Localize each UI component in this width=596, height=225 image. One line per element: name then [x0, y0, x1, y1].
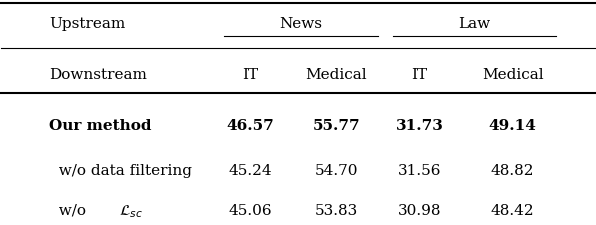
Text: 30.98: 30.98: [398, 203, 442, 217]
Text: 45.06: 45.06: [229, 203, 272, 217]
Text: 31.73: 31.73: [396, 119, 443, 133]
Text: 55.77: 55.77: [313, 119, 361, 133]
Text: 49.14: 49.14: [489, 119, 536, 133]
Text: Upstream: Upstream: [49, 17, 125, 31]
Text: $\mathcal{L}_{sc}$: $\mathcal{L}_{sc}$: [119, 203, 143, 219]
Text: w/o: w/o: [49, 203, 91, 217]
Text: w/o data filtering: w/o data filtering: [49, 163, 192, 177]
Text: Medical: Medical: [482, 68, 544, 82]
Text: 45.24: 45.24: [229, 163, 272, 177]
Text: Law: Law: [458, 17, 491, 31]
Text: 54.70: 54.70: [315, 163, 358, 177]
Text: 31.56: 31.56: [398, 163, 442, 177]
Text: 48.82: 48.82: [491, 163, 535, 177]
Text: 48.42: 48.42: [491, 203, 535, 217]
Text: Our method: Our method: [49, 119, 151, 133]
Text: 53.83: 53.83: [315, 203, 358, 217]
Text: IT: IT: [412, 68, 428, 82]
Text: Downstream: Downstream: [49, 68, 147, 82]
Text: News: News: [280, 17, 322, 31]
Text: Medical: Medical: [306, 68, 367, 82]
Text: 46.57: 46.57: [226, 119, 274, 133]
Text: IT: IT: [243, 68, 259, 82]
